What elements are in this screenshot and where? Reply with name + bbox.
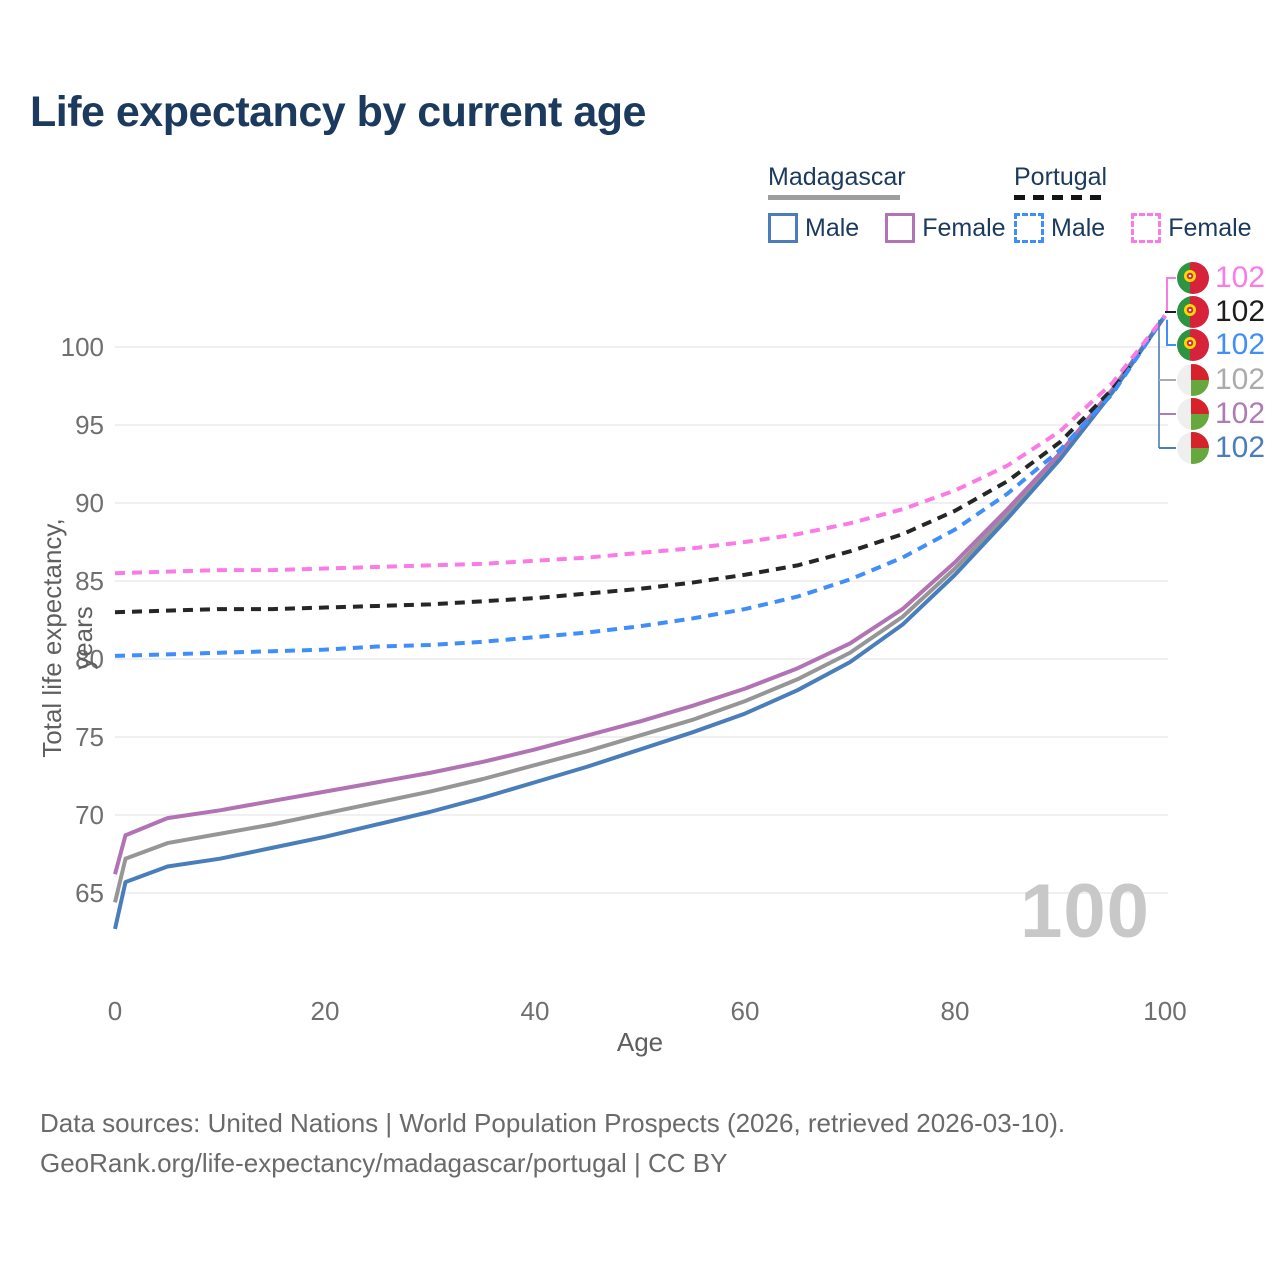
series-line-madagascar-male: [113, 314, 1167, 930]
dashed-swatch-icon: [1131, 213, 1162, 243]
x-tick-label: 40: [520, 996, 550, 1026]
end-label-value: 102: [1215, 397, 1266, 430]
legend-item-label: Female: [922, 213, 1006, 242]
series-line-portugal-male: [114, 314, 1167, 658]
end-label-row-madagascar-male: 102: [1177, 431, 1265, 465]
madagascar-flag-icon: [1177, 398, 1209, 430]
y-tick-label: 70: [75, 800, 104, 830]
legend-item-portugal-male[interactable]: Male: [1014, 213, 1105, 243]
gridlines: [115, 346, 1168, 894]
end-label-row-madagascar-total: 102: [1177, 363, 1265, 397]
solid-swatch-icon: [885, 213, 916, 243]
end-label-value: 102: [1215, 431, 1266, 464]
portugal-flag-icon: [1177, 262, 1209, 294]
legend-item-madagascar-female[interactable]: Female: [885, 213, 1006, 243]
legend-item-label: Female: [1168, 213, 1252, 242]
y-tick-label: 75: [75, 722, 104, 752]
y-tick-label: 80: [75, 644, 104, 674]
x-tick-label: 60: [730, 996, 760, 1026]
x-tick-label: 100: [1143, 996, 1187, 1026]
portugal-flag-icon: [1177, 329, 1209, 361]
x-axis-title: Age: [616, 1027, 664, 1057]
end-label-value: 102: [1215, 295, 1266, 328]
madagascar-flag-icon: [1177, 364, 1209, 396]
legend-underline-dashed: [1014, 195, 1106, 200]
y-tick-label: 85: [75, 566, 104, 596]
data-sources-text: Data sources: United Nations | World Pop…: [40, 1108, 1066, 1138]
dashed-swatch-icon: [1014, 213, 1044, 243]
end-label-row-portugal-total: 102: [1177, 295, 1265, 329]
age-watermark: 100: [1020, 869, 1150, 954]
legend-group-madagascar: Madagascar Male Female: [768, 163, 1006, 243]
legend-underline-solid: [768, 195, 900, 200]
page-title: Life expectancy by current age: [30, 88, 646, 136]
y-tick-label: 65: [75, 878, 104, 908]
legend-country-madagascar: Madagascar: [768, 163, 906, 191]
attribution-text: GeoRank.org/life-expectancy/madagascar/p…: [40, 1148, 728, 1178]
x-tick-label: 0: [107, 996, 123, 1026]
end-label-connectors: [1158, 277, 1176, 449]
y-tick-label: 90: [75, 488, 104, 518]
series-lines: [113, 314, 1167, 930]
end-label-row-madagascar-female: 102: [1177, 397, 1265, 431]
portugal-flag-icon: [1177, 296, 1209, 328]
madagascar-flag-icon: [1177, 432, 1209, 464]
series-line-portugal-female: [114, 314, 1167, 576]
y-tick-label: 100: [60, 332, 104, 362]
series-line-madagascar-female: [113, 314, 1167, 875]
y-tick-label: 95: [75, 410, 104, 440]
legend-group-portugal: Portugal Male Female: [1014, 163, 1252, 243]
legend-country-portugal: Portugal: [1014, 163, 1108, 191]
x-tick-label: 20: [310, 996, 340, 1026]
end-label-value: 102: [1215, 328, 1266, 361]
end-label-value: 102: [1215, 363, 1266, 396]
end-label-value: 102: [1215, 261, 1266, 294]
series-line-portugal-total: [114, 314, 1167, 615]
series-line-madagascar-total: [113, 314, 1167, 903]
legend-item-label: Male: [805, 213, 860, 242]
legend-item-madagascar-male[interactable]: Male: [768, 213, 859, 243]
end-label-row-portugal-female: 102: [1177, 261, 1265, 295]
solid-swatch-icon: [768, 213, 798, 243]
x-tick-label: 80: [940, 996, 970, 1026]
legend-item-portugal-female[interactable]: Female: [1131, 213, 1252, 243]
end-label-row-portugal-male: 102: [1177, 328, 1265, 362]
y-axis-title: Total life expectancy, years: [37, 518, 98, 758]
legend-item-label: Male: [1051, 213, 1106, 242]
